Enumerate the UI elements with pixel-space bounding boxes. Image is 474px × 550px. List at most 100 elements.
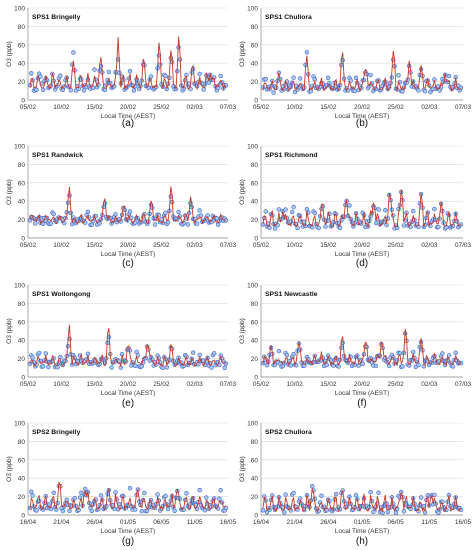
model-series-line xyxy=(29,36,227,91)
panel-label: (c) xyxy=(122,258,134,269)
observed-point xyxy=(421,364,426,369)
y-tick-label: 80 xyxy=(18,24,26,31)
observed-point xyxy=(323,224,328,229)
x-tick-label: 05/02 xyxy=(20,381,37,388)
observed-point xyxy=(290,209,295,215)
observed-point xyxy=(188,86,193,92)
chart-panel-f: 0 20 40 60 80 100 05/02 10/02 15/02 20/02 25/02 02/… xyxy=(239,283,472,410)
observed-point xyxy=(184,491,189,496)
x-tick-label: 20/02 xyxy=(354,104,371,111)
y-tick-label: 60 xyxy=(251,180,259,187)
x-tick-label: 10/02 xyxy=(287,242,304,249)
y-tick-label: 0 xyxy=(21,513,25,520)
observed-point xyxy=(106,69,112,75)
y-tick-label: 40 xyxy=(251,338,259,345)
observed-point xyxy=(204,495,209,500)
observed-point xyxy=(360,361,365,366)
observed-point xyxy=(43,351,48,356)
observed-point xyxy=(272,226,278,231)
observed-point xyxy=(396,73,401,78)
x-tick-label: 25/02 xyxy=(388,242,405,249)
observed-point xyxy=(98,493,104,498)
model-series-line xyxy=(262,487,462,513)
observed-point xyxy=(337,225,343,231)
x-tick-label: 26/04 xyxy=(87,519,104,526)
observed-point xyxy=(34,87,39,93)
observed-point xyxy=(165,506,171,512)
y-axis-label: O3 (ppb) xyxy=(239,456,246,482)
observed-point xyxy=(139,509,145,514)
observed-series xyxy=(260,331,464,369)
y-tick-label: 40 xyxy=(18,476,26,483)
observed-point xyxy=(113,490,118,495)
observed-point xyxy=(81,88,87,93)
x-axis-label: Local Time (AEST) xyxy=(335,390,390,397)
chart-panel-a: 0 20 40 60 80 100 05/02 10/02 15/02 20/02 25/02 02/… xyxy=(6,6,237,130)
x-tick-label: 05/02 xyxy=(20,242,37,249)
x-axis-label: Local Time (AEST) xyxy=(101,113,156,120)
y-tick-label: 0 xyxy=(254,513,258,520)
y-axis-label: O3 (ppb) xyxy=(6,318,13,344)
y-tick-label: 0 xyxy=(21,98,25,105)
y-tick-label: 100 xyxy=(247,6,258,13)
observed-point xyxy=(295,225,300,231)
observed-point xyxy=(376,207,381,212)
observed-point xyxy=(458,360,464,366)
chart-title: SPS1 Richmond xyxy=(265,152,318,159)
observed-point xyxy=(393,510,399,515)
x-tick-label: 15/02 xyxy=(87,242,104,249)
y-tick-label: 100 xyxy=(14,421,25,428)
x-tick-label: 07/03 xyxy=(220,104,237,111)
panel-label: (d) xyxy=(356,258,368,269)
observed-point xyxy=(40,87,46,93)
y-tick-label: 80 xyxy=(18,162,26,169)
y-tick-label: 60 xyxy=(251,42,259,49)
observed-point xyxy=(89,508,95,514)
chart-title: SPS1 Randwick xyxy=(32,152,83,159)
observed-point xyxy=(46,364,51,370)
chart-panel-e: 0 20 40 60 80 100 05/02 10/02 15/02 20/02 25/02 02/… xyxy=(6,283,237,410)
observed-point xyxy=(319,493,324,498)
chart-title: SPS1 Chullora xyxy=(265,14,312,21)
observed-point xyxy=(368,72,373,78)
observed-point xyxy=(453,350,458,355)
observed-point xyxy=(271,90,276,95)
y-tick-label: 100 xyxy=(14,6,25,13)
x-tick-label: 07/03 xyxy=(455,381,472,388)
y-tick-label: 20 xyxy=(251,217,259,224)
observed-point xyxy=(283,492,288,497)
observed-point xyxy=(288,363,294,368)
x-tick-label: 25/02 xyxy=(388,104,405,111)
observed-point xyxy=(163,210,168,216)
observed-point xyxy=(446,73,452,79)
observed-point xyxy=(148,74,154,79)
observed-point xyxy=(312,210,317,216)
y-tick-label: 100 xyxy=(14,144,25,151)
observed-point xyxy=(353,75,359,81)
x-tick-label: 05/02 xyxy=(253,381,270,388)
x-tick-label: 01/05 xyxy=(354,519,371,526)
observed-point xyxy=(284,352,290,358)
x-tick-label: 07/03 xyxy=(455,104,472,111)
x-tick-label: 07/03 xyxy=(220,381,237,388)
observed-point xyxy=(373,363,379,369)
observed-point xyxy=(142,490,147,496)
x-tick-label: 20/02 xyxy=(354,381,371,388)
y-axis-label: O3 (ppb) xyxy=(6,456,13,482)
observed-point xyxy=(376,490,381,495)
observed-point xyxy=(68,88,74,93)
observed-point xyxy=(190,350,196,355)
observed-point xyxy=(172,508,177,513)
observed-point xyxy=(371,509,376,515)
x-tick-label: 16/05 xyxy=(455,519,472,526)
observed-point xyxy=(440,351,445,356)
observed-point xyxy=(325,75,331,81)
observed-point xyxy=(275,222,280,228)
observed-point xyxy=(36,350,42,356)
y-tick-label: 20 xyxy=(18,494,26,501)
observed-point xyxy=(164,365,170,370)
model-series-line xyxy=(29,481,226,511)
y-axis-label: O3 (ppb) xyxy=(6,179,13,205)
chart-panel-c: 0 20 40 60 80 100 05/02 10/02 15/02 20/02 25/02 02/… xyxy=(6,144,237,270)
